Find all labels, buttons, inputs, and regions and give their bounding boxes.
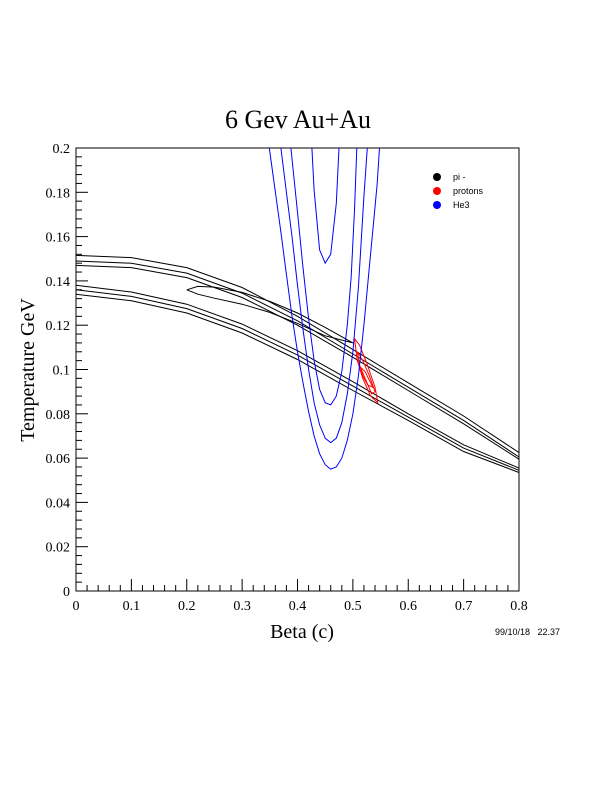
y-axis-ticks <box>76 147 88 592</box>
legend-marker-protons <box>433 187 441 195</box>
y-tick-label: 0.18 <box>46 186 71 201</box>
legend-label-pi: pi - <box>453 172 466 182</box>
contour-pi-2 <box>75 264 520 460</box>
x-axis-ticks <box>75 579 520 591</box>
y-tick-label: 0.1 <box>53 364 71 379</box>
y-axis-tick-labels: 0 0.02 0.04 0.06 0.08 0.1 0.12 0.14 0.16 0.18 0.2 <box>46 142 71 600</box>
y-tick-label: 0.2 <box>53 142 71 157</box>
y-tick-label: 0 <box>63 585 70 600</box>
y-tick-label: 0.06 <box>46 452 71 467</box>
legend-marker-he3 <box>433 201 441 209</box>
timestamp: 99/10/18 22.37 <box>495 627 560 637</box>
x-axis-tick-labels: 0 0.1 0.2 0.3 0.4 0.5 0.6 0.7 0.8 <box>73 599 528 614</box>
contour-pi-1 <box>75 260 520 458</box>
x-tick-label: 0.6 <box>400 599 418 614</box>
contour-pi-5 <box>75 293 520 473</box>
y-tick-label: 0.12 <box>46 319 71 334</box>
y-tick-label: 0.04 <box>46 496 71 511</box>
contour-pi-6 <box>186 285 354 344</box>
x-tick-label: 0.1 <box>123 599 141 614</box>
x-tick-label: 0 <box>73 599 80 614</box>
legend-marker-pi <box>433 173 441 181</box>
contour-he3-1 <box>280 147 368 444</box>
x-tick-label: 0.5 <box>344 599 362 614</box>
y-tick-label: 0.02 <box>46 541 71 556</box>
contour-he3-3 <box>311 147 340 265</box>
legend-label-protons: protons <box>453 186 484 196</box>
x-tick-label: 0.3 <box>233 599 251 614</box>
contour-protons-1 <box>356 351 376 395</box>
contour-he3-0 <box>268 147 380 470</box>
y-axis-label: Temperature GeV <box>17 298 39 442</box>
x-tick-label: 0.4 <box>289 599 307 614</box>
x-axis-label: Beta (c) <box>270 621 334 643</box>
contour-lines <box>75 147 520 473</box>
contour-pi-4 <box>75 289 520 471</box>
y-tick-label: 0.14 <box>46 275 71 290</box>
legend-label-he3: He3 <box>453 200 470 210</box>
chart-title: 6 Gev Au+Au <box>225 105 371 134</box>
contour-pi-0 <box>75 254 520 454</box>
x-tick-label: 0.7 <box>455 599 473 614</box>
x-tick-label: 0.2 <box>178 599 196 614</box>
contour-he3-2 <box>290 147 358 406</box>
y-tick-label: 0.16 <box>46 231 71 246</box>
contour-protons-2 <box>360 366 374 389</box>
x-tick-label: 0.8 <box>510 599 528 614</box>
legend: pi - protons He3 <box>433 172 484 210</box>
y-tick-label: 0.08 <box>46 408 71 423</box>
